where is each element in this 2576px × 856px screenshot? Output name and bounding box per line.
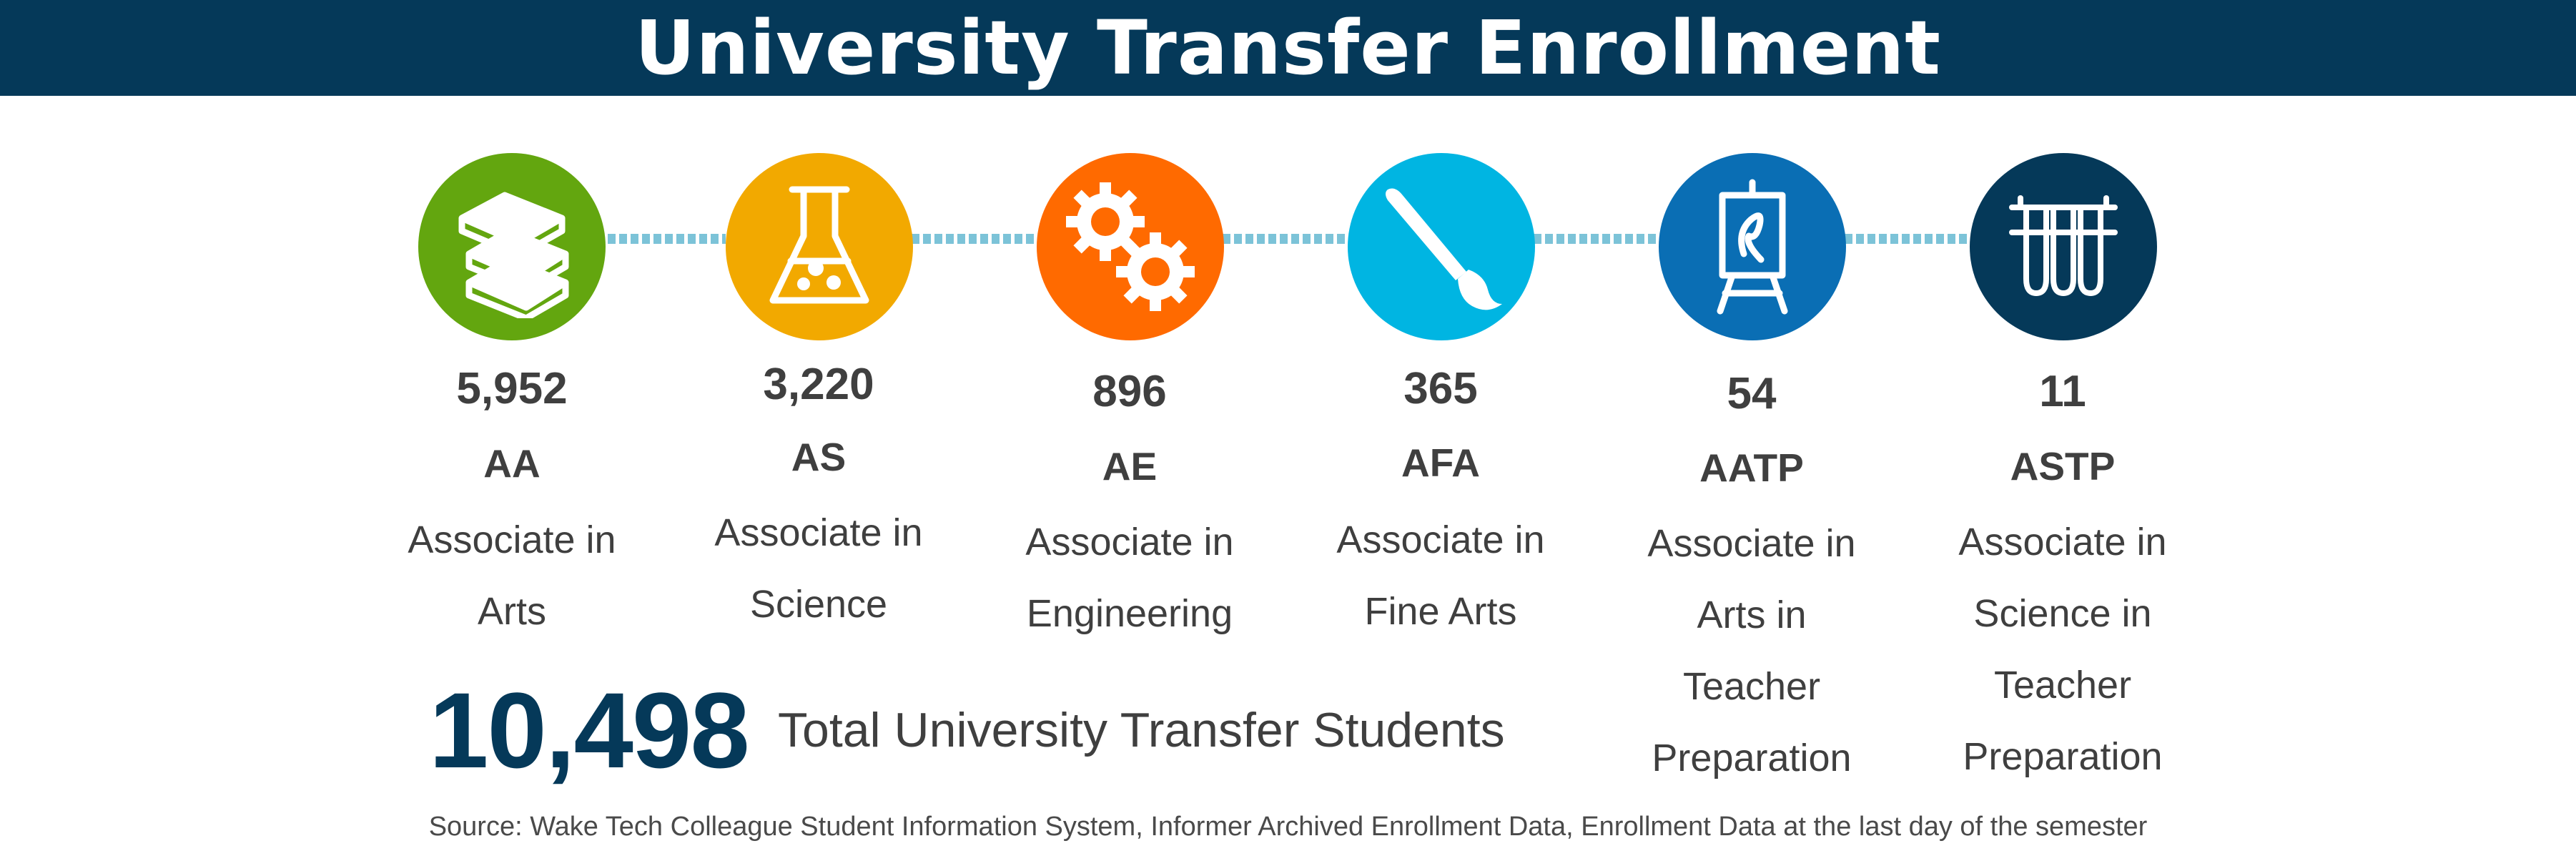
- source-note: Source: Wake Tech Colleague Student Info…: [428, 812, 2148, 842]
- aa-name-line: Associate in: [408, 518, 616, 561]
- afa-circle: [1348, 153, 1535, 340]
- ae-name-line: Associate in: [1025, 521, 1234, 564]
- connector-line: [912, 234, 1037, 244]
- ae-count: 896: [1092, 367, 1167, 416]
- connector-line: [1845, 234, 1970, 244]
- aa-circle: [418, 153, 606, 340]
- afa-abbr: AFA: [1401, 441, 1480, 485]
- as-name-line: Science: [749, 583, 888, 626]
- aatp-count: 54: [1727, 369, 1777, 418]
- afa-name-line: Associate in: [1336, 518, 1545, 561]
- aa-abbr: AA: [483, 441, 541, 486]
- connector-line: [1223, 234, 1348, 244]
- aatp-circle: [1659, 153, 1846, 340]
- astp-name-line: Teacher: [1993, 664, 2132, 707]
- aatp-name-line: Teacher: [1682, 665, 1821, 708]
- connector-line: [608, 234, 726, 244]
- as-circle: [726, 153, 913, 340]
- connector-line: [1534, 234, 1659, 244]
- ae-circle: [1037, 153, 1224, 340]
- astp-name-line: Associate in: [1958, 521, 2167, 564]
- astp-circle: [1970, 153, 2157, 340]
- paintbrush-icon: [1386, 188, 1502, 310]
- flask-icon: [769, 186, 869, 304]
- total-count: 10,498: [429, 670, 750, 790]
- aatp-abbr: AATP: [1699, 446, 1804, 490]
- as-count: 3,220: [763, 360, 874, 409]
- aatp-name-line: Associate in: [1647, 522, 1856, 565]
- astp-count: 11: [2039, 367, 2086, 416]
- page-title: University Transfer Enrollment: [635, 4, 1941, 92]
- astp-name-line: Preparation: [1963, 735, 2163, 778]
- ae-abbr: AE: [1102, 444, 1158, 488]
- afa-count: 365: [1403, 364, 1478, 413]
- gears-icon: [1066, 182, 1195, 311]
- title-bar: University Transfer Enrollment: [0, 0, 2576, 96]
- afa-name-line: Fine Arts: [1364, 590, 1517, 633]
- ae-name-line: Engineering: [1026, 592, 1233, 635]
- aa-count: 5,952: [456, 364, 568, 413]
- total-label: Total University Transfer Students: [778, 703, 1505, 757]
- aa-name-line: Arts: [477, 590, 546, 633]
- aatp-name-line: Arts in: [1697, 594, 1807, 636]
- easel-icon: [1717, 179, 1788, 315]
- astp-name-line: Science in: [1973, 592, 2152, 635]
- as-abbr: AS: [791, 435, 847, 479]
- as-name-line: Associate in: [714, 511, 923, 554]
- books-icon: [458, 192, 569, 318]
- aatp-name-line: Preparation: [1652, 737, 1852, 779]
- test-tubes-icon: [2009, 195, 2118, 296]
- astp-abbr: ASTP: [2010, 444, 2116, 488]
